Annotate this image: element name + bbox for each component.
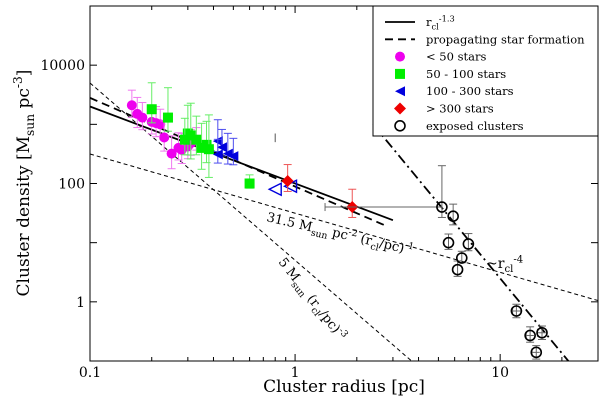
reference-line [90,105,394,222]
y-tick-label: 1 [76,295,85,311]
data-point [455,252,468,264]
text-part: pc [327,225,350,244]
legend-box [372,5,599,137]
text-part: cl [369,241,379,254]
annotation-a4: ~rcl-4 [486,254,523,275]
text-part: -4 [513,254,523,265]
series-triangle-left-open [267,179,298,197]
legend-entry-propagating: propagating star formation [385,32,585,46]
data-point [185,130,196,141]
series-open-circle [324,165,548,360]
text-part: -3 [11,76,25,88]
legend-label: < 50 stars [426,50,486,64]
legend-entry-fit: rcl-1.3 [385,13,455,31]
x-tick-label: 1 [291,365,300,381]
legend-entry-lt50: < 50 stars [395,50,486,64]
data-point [137,112,148,123]
y-tick-label: 10000 [40,58,85,74]
text-part: /pc) [378,236,406,256]
data-series [126,82,548,360]
y-tick-label: 100 [58,177,85,193]
data-point [267,182,282,197]
legend-label: 50 - 100 stars [426,67,506,81]
text-part: -1 [404,240,415,253]
data-point [530,346,543,359]
annotations: 31.5 Msun pc-2 (rcl/pc)-15 Msun (rcl/pc)… [265,210,523,346]
text-part: ~r [486,256,505,272]
reference-line [90,82,412,361]
y-axis-label: Cluster density [Msun pc-3] [11,70,37,297]
data-point [216,142,227,153]
data-point [395,68,405,79]
text-part: -2 [347,227,358,240]
legend-entry-exposed: exposed clusters [394,119,524,133]
text-part: Cluster density [M [14,136,34,296]
x-tick-label: 0.1 [79,365,101,381]
legend-entry-100_300: 100 - 300 stars [395,84,514,98]
text-part: sun [310,227,329,242]
data-point [524,329,536,342]
x-axis-label: Cluster radius [pc] [263,377,425,397]
data-point [451,263,464,276]
data-point [179,134,190,145]
annotation-a5: 5 Msun (rcl/pc)-3 [273,254,351,346]
text-part: sun [23,114,37,136]
data-point [436,201,448,213]
text-part: 31.5 M [265,210,314,235]
legend-entry-50_100: 50 - 100 stars [395,67,506,81]
data-point [191,134,202,145]
legend-label: exposed clusters [426,119,524,133]
legend-label: 100 - 300 stars [426,84,514,98]
data-point [447,210,459,223]
x-tick-label: 10 [491,365,509,381]
data-point [442,236,455,249]
data-point [510,305,523,317]
text-part: cl [504,264,513,275]
data-point [394,120,406,132]
legend-label: > 300 stars [426,102,494,116]
data-point [281,175,294,188]
data-point [126,100,137,111]
series-square [146,82,255,189]
data-point [462,238,475,250]
data-point [162,112,173,123]
data-point [166,148,177,159]
legend-entry-gt300: > 300 stars [394,102,494,116]
legend-label: rcl-1.3 [426,13,455,31]
axes: 0.1 1 10 1 100 10000 [40,5,599,381]
text-part: pc [14,88,34,114]
data-point [212,149,223,160]
data-point [536,326,548,339]
data-point [203,144,214,155]
data-point [146,104,157,115]
data-point [395,86,405,97]
legend-label: propagating star formation [426,32,585,46]
text-part: cl [432,21,440,31]
text-part: ] [14,70,34,77]
data-point [244,178,255,189]
data-point [228,151,239,162]
reference-line [372,123,570,361]
data-point [394,102,406,115]
text-part: (r [355,231,374,249]
text-part: -1.3 [439,13,455,23]
text-part: r [426,15,432,29]
data-point [395,51,405,62]
data-point [151,118,162,129]
data-point [159,132,170,143]
series-triangle-left [212,119,239,166]
